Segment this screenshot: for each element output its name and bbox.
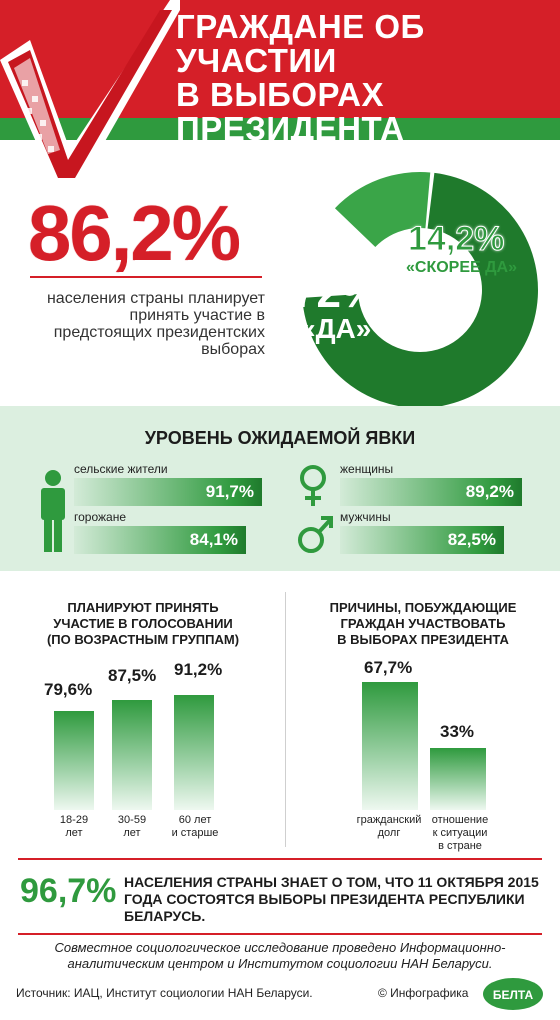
age-label-2: 60 лет и старше: [160, 814, 230, 840]
plan-participate-percent: 86,2%: [28, 189, 241, 277]
reason-bar-1: [430, 747, 486, 810]
donut-yes-value: 72%: [292, 268, 381, 317]
reasons-title-line: ПРИЧИНЫ, ПОБУЖДАЮЩИЕ: [329, 600, 517, 615]
age-bar-1: [112, 699, 152, 810]
urban-label: горожане: [74, 510, 127, 524]
age-label-line: 30-59: [117, 814, 147, 826]
divider: [18, 858, 542, 860]
turnout-panel: УРОВЕНЬ ОЖИДАЕМОЙ ЯВКИ сельские жители 9…: [0, 406, 560, 571]
reason-label-line: к ситуации: [432, 827, 488, 839]
belta-logo: БЕЛТА: [483, 978, 543, 1010]
reasons-title-line: ГРАЖДАН УЧАСТВОВАТЬ: [340, 616, 506, 631]
page-title-line: ГРАЖДАНЕ ОБ УЧАСТИИ: [176, 8, 425, 79]
page-title-line: В ВЫБОРАХ ПРЕЗИДЕНТА: [176, 76, 405, 147]
age-label-line: лет: [123, 827, 141, 839]
header-red-band: [0, 0, 560, 118]
reason-value-1: 33%: [440, 722, 475, 741]
age-label-line: 18-29: [59, 814, 89, 826]
person-icon: [41, 470, 65, 552]
male-icon: [298, 516, 333, 553]
age-label-line: 60 лет: [178, 814, 212, 826]
page-title: ГРАЖДАНЕ ОБ УЧАСТИИ В ВЫБОРАХ ПРЕЗИДЕНТА…: [176, 10, 556, 180]
plan-participate-description: населения страны планирует принять участ…: [46, 290, 265, 358]
female-icon: [300, 465, 326, 506]
age-label-line: и старше: [171, 827, 219, 839]
aware-percent: 96,7%: [20, 872, 117, 910]
women-bar: 89,2%: [340, 478, 522, 506]
header: ГРАЖДАНЕ ОБ УЧАСТИИ В ВЫБОРАХ ПРЕЗИДЕНТА…: [0, 0, 560, 185]
age-label-0: 18-29 лет: [44, 814, 104, 840]
belta-logo-text: БЕЛТА: [493, 988, 534, 1002]
donut-rather-segment: [334, 172, 431, 248]
divider: [18, 933, 542, 935]
reason-label-line: гражданский: [356, 814, 422, 826]
urban-bar: 84,1%: [74, 526, 246, 554]
reason-bar-0: [362, 682, 418, 810]
reason-label-0: гражданский долг: [334, 814, 444, 840]
donut-rather-value: 14,2%: [407, 220, 505, 259]
age-value-1: 87,5%: [108, 666, 157, 685]
reasons-chart-title: ПРИЧИНЫ, ПОБУЖДАЮЩИЕ ГРАЖДАН УЧАСТВОВАТЬ…: [292, 600, 554, 648]
women-label: женщины: [340, 462, 394, 476]
men-label: мужчины: [340, 510, 391, 524]
age-chart-title-line: УЧАСТИЕ В ГОЛОСОВАНИИ: [53, 616, 233, 631]
credit-text: © Инфографика: [378, 986, 469, 1000]
age-label-line: лет: [65, 827, 83, 839]
reason-label-line: в стране: [438, 840, 482, 852]
age-bar-0: [54, 710, 94, 810]
donut-yes-segment: [302, 172, 538, 408]
age-value-2: 91,2%: [174, 660, 223, 679]
age-value-0: 79,6%: [44, 680, 93, 699]
age-bar-2: [174, 694, 214, 810]
reason-label-1: отношение к ситуации в стране: [420, 814, 500, 853]
age-chart-title-line: (ПО ВОЗРАСТНЫМ ГРУППАМ): [46, 632, 240, 647]
reason-label-line: отношение: [431, 814, 489, 826]
reason-value-0: 67,7%: [364, 658, 413, 677]
donut-rather-label: «СКОРЕЕ ДА»: [406, 259, 517, 276]
rural-bar: 91,7%: [74, 478, 262, 506]
aware-description: НАСЕЛЕНИЯ СТРАНЫ ЗНАЕТ О ТОМ, ЧТО 11 ОКТ…: [124, 874, 539, 924]
donut-chart: [302, 172, 538, 408]
men-bar: 82,5%: [340, 526, 504, 554]
rural-label: сельские жители: [74, 462, 168, 476]
study-note: Совместное социологическое исследование …: [54, 940, 506, 971]
donut-yes-label: «ДА»: [300, 313, 372, 344]
turnout-title: УРОВЕНЬ ОЖИДАЕМОЙ ЯВКИ: [144, 428, 416, 448]
age-chart-title: ПЛАНИРУЮТ ПРИНЯТЬ УЧАСТИЕ В ГОЛОСОВАНИИ …: [12, 600, 274, 648]
divider: [30, 276, 262, 278]
source-text: Источник: ИАЦ, Институт социологии НАН Б…: [16, 986, 313, 1000]
reason-label-line: долг: [377, 827, 401, 839]
reasons-title-line: В ВЫБОРАХ ПРЕЗИДЕНТА: [337, 632, 509, 647]
age-label-1: 30-59 лет: [102, 814, 162, 840]
age-chart-title-line: ПЛАНИРУЮТ ПРИНЯТЬ: [67, 600, 219, 615]
column-divider: [285, 592, 286, 847]
page-title-line: БЕЛАРУСИ: [176, 144, 363, 181]
ballot-check-icon: [0, 0, 180, 185]
header-green-band: [0, 118, 560, 140]
